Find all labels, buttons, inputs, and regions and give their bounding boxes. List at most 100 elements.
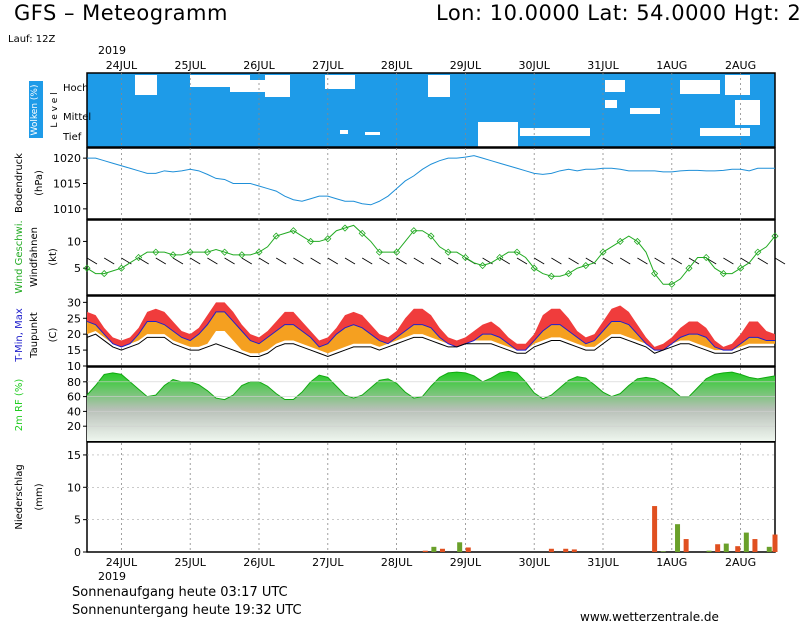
pressure-axis-label: Bodendruck xyxy=(14,153,25,213)
wind-speed-marker xyxy=(599,248,607,256)
website-link[interactable]: www.wetterzentrale.de xyxy=(580,610,719,624)
wind-speed-marker xyxy=(410,227,418,235)
wind-barb xyxy=(103,257,115,265)
x-tick-label-bottom: 25JUL xyxy=(174,556,206,569)
precipitation-bar xyxy=(431,546,437,552)
wind-speed-marker xyxy=(324,235,332,243)
wind-speed-marker xyxy=(668,280,676,288)
cloud-gap xyxy=(700,128,750,136)
y-tick-label: 5 xyxy=(74,514,81,527)
wind-speed-marker xyxy=(582,261,590,270)
y-tick-label: 10 xyxy=(67,481,81,494)
wind-barb xyxy=(430,257,442,265)
wind-speed-marker xyxy=(221,248,229,256)
cloud-gap xyxy=(265,75,290,97)
wind-barb xyxy=(224,257,235,265)
wind-speed-marker xyxy=(393,248,401,256)
wind-barb xyxy=(396,257,407,265)
x-tick-label-top: 28JUL xyxy=(381,59,413,72)
y-tick-label: 30 xyxy=(67,296,81,309)
wind-speed-marker xyxy=(633,237,641,245)
precipitation-bar xyxy=(422,550,428,552)
temperature-min-line xyxy=(86,311,775,351)
wind-barb xyxy=(516,257,528,265)
pressure-unit-label: (hPa) xyxy=(34,170,45,196)
wind-speed-marker xyxy=(427,232,435,240)
x-tick-label-top: 24JUL xyxy=(106,59,138,72)
level-label-high: Hoch xyxy=(63,83,88,94)
cloud-gap xyxy=(605,80,625,92)
x-tick-label-top: 1AUG xyxy=(656,59,687,72)
precipitation-bar xyxy=(683,539,689,552)
wind-barb xyxy=(413,257,425,265)
wind-barb xyxy=(654,257,665,265)
x-tick-label-top: 25JUL xyxy=(174,59,206,72)
x-tick-label-bottom: 31JUL xyxy=(587,556,619,569)
cloud-gap xyxy=(135,75,157,95)
wind-speed-marker xyxy=(685,264,693,272)
wind-speed-marker xyxy=(238,251,246,259)
y-tick-label: 1020 xyxy=(53,152,81,165)
x-tick-label-top: 26JUL xyxy=(243,59,275,72)
wind-barb xyxy=(327,257,339,265)
y-tick-label: 80 xyxy=(67,376,81,389)
wind-speed-marker xyxy=(702,253,710,262)
precipitation-unit-label: (mm) xyxy=(34,483,45,510)
cloud-gap xyxy=(605,100,617,108)
wind-barb xyxy=(258,257,270,265)
wind-speed-marker xyxy=(117,264,125,272)
y-tick-label: 15 xyxy=(67,449,81,462)
x-tick-label-top: 31JUL xyxy=(587,59,619,72)
y-tick-label: 20 xyxy=(67,328,81,341)
humidity-area xyxy=(87,371,775,441)
cloud-gap xyxy=(680,80,720,94)
wind-speed-marker xyxy=(565,270,573,278)
precipitation-bar xyxy=(735,546,741,552)
wind-barb xyxy=(551,257,562,265)
wind-speed-marker xyxy=(83,264,91,272)
x-tick-label-top: 2AUG xyxy=(725,59,756,72)
panel-frame-precipitation xyxy=(86,441,776,553)
wind-speed-marker xyxy=(341,224,349,232)
wind-barb xyxy=(619,257,631,265)
model-run-label: Lauf: 12Z xyxy=(8,34,56,45)
wind-speed-marker xyxy=(307,237,315,245)
y-tick-label: 20 xyxy=(67,420,81,433)
precipitation-bar xyxy=(772,534,778,552)
y-tick-label: 40 xyxy=(67,405,81,418)
wind-speed-marker xyxy=(135,253,143,262)
wind-barb xyxy=(671,257,683,265)
wind-barb xyxy=(361,257,373,265)
precipitation-bar xyxy=(706,550,712,552)
wind-barb xyxy=(533,257,545,265)
precipitation-bar xyxy=(571,549,577,552)
wind-barb xyxy=(757,257,769,265)
sunset-text: Sonnenuntergang heute 19:32 UTC xyxy=(72,603,302,618)
coordinates-label: Lon: 10.0000 Lat: 54.0000 Hgt: 2 xyxy=(436,1,800,25)
x-tick-label-bottom: 26JUL xyxy=(243,556,275,569)
wind-speed-axis-label: Wind Geschwi. xyxy=(14,220,25,293)
wind-speed-marker xyxy=(375,248,383,256)
wind-barb xyxy=(275,257,287,265)
wind-barb xyxy=(774,257,786,265)
wind-speed-line xyxy=(86,224,776,285)
dewpoint-line xyxy=(86,333,775,357)
y-tick-label: 5 xyxy=(74,262,81,275)
wind-barb xyxy=(723,257,734,265)
precipitation-bar xyxy=(457,542,463,552)
level-label-low: Tief xyxy=(62,132,82,143)
wind-speed-marker xyxy=(513,248,521,256)
wind-barb xyxy=(379,257,390,265)
wind-speed-marker xyxy=(771,232,779,240)
wind-speed-marker xyxy=(255,248,263,256)
page-title: GFS – Meteogramm xyxy=(14,1,228,25)
wind-speed-marker xyxy=(754,248,762,256)
wind-speed-marker xyxy=(100,270,108,278)
wind-speed-marker xyxy=(444,248,452,256)
wind-speed-marker xyxy=(461,253,469,262)
x-tick-label-top: 27JUL xyxy=(312,59,344,72)
wind-speed-marker xyxy=(169,251,177,259)
precipitation-bar xyxy=(660,551,666,552)
wind-speed-marker xyxy=(496,253,504,262)
precipitation-bar xyxy=(743,532,749,552)
